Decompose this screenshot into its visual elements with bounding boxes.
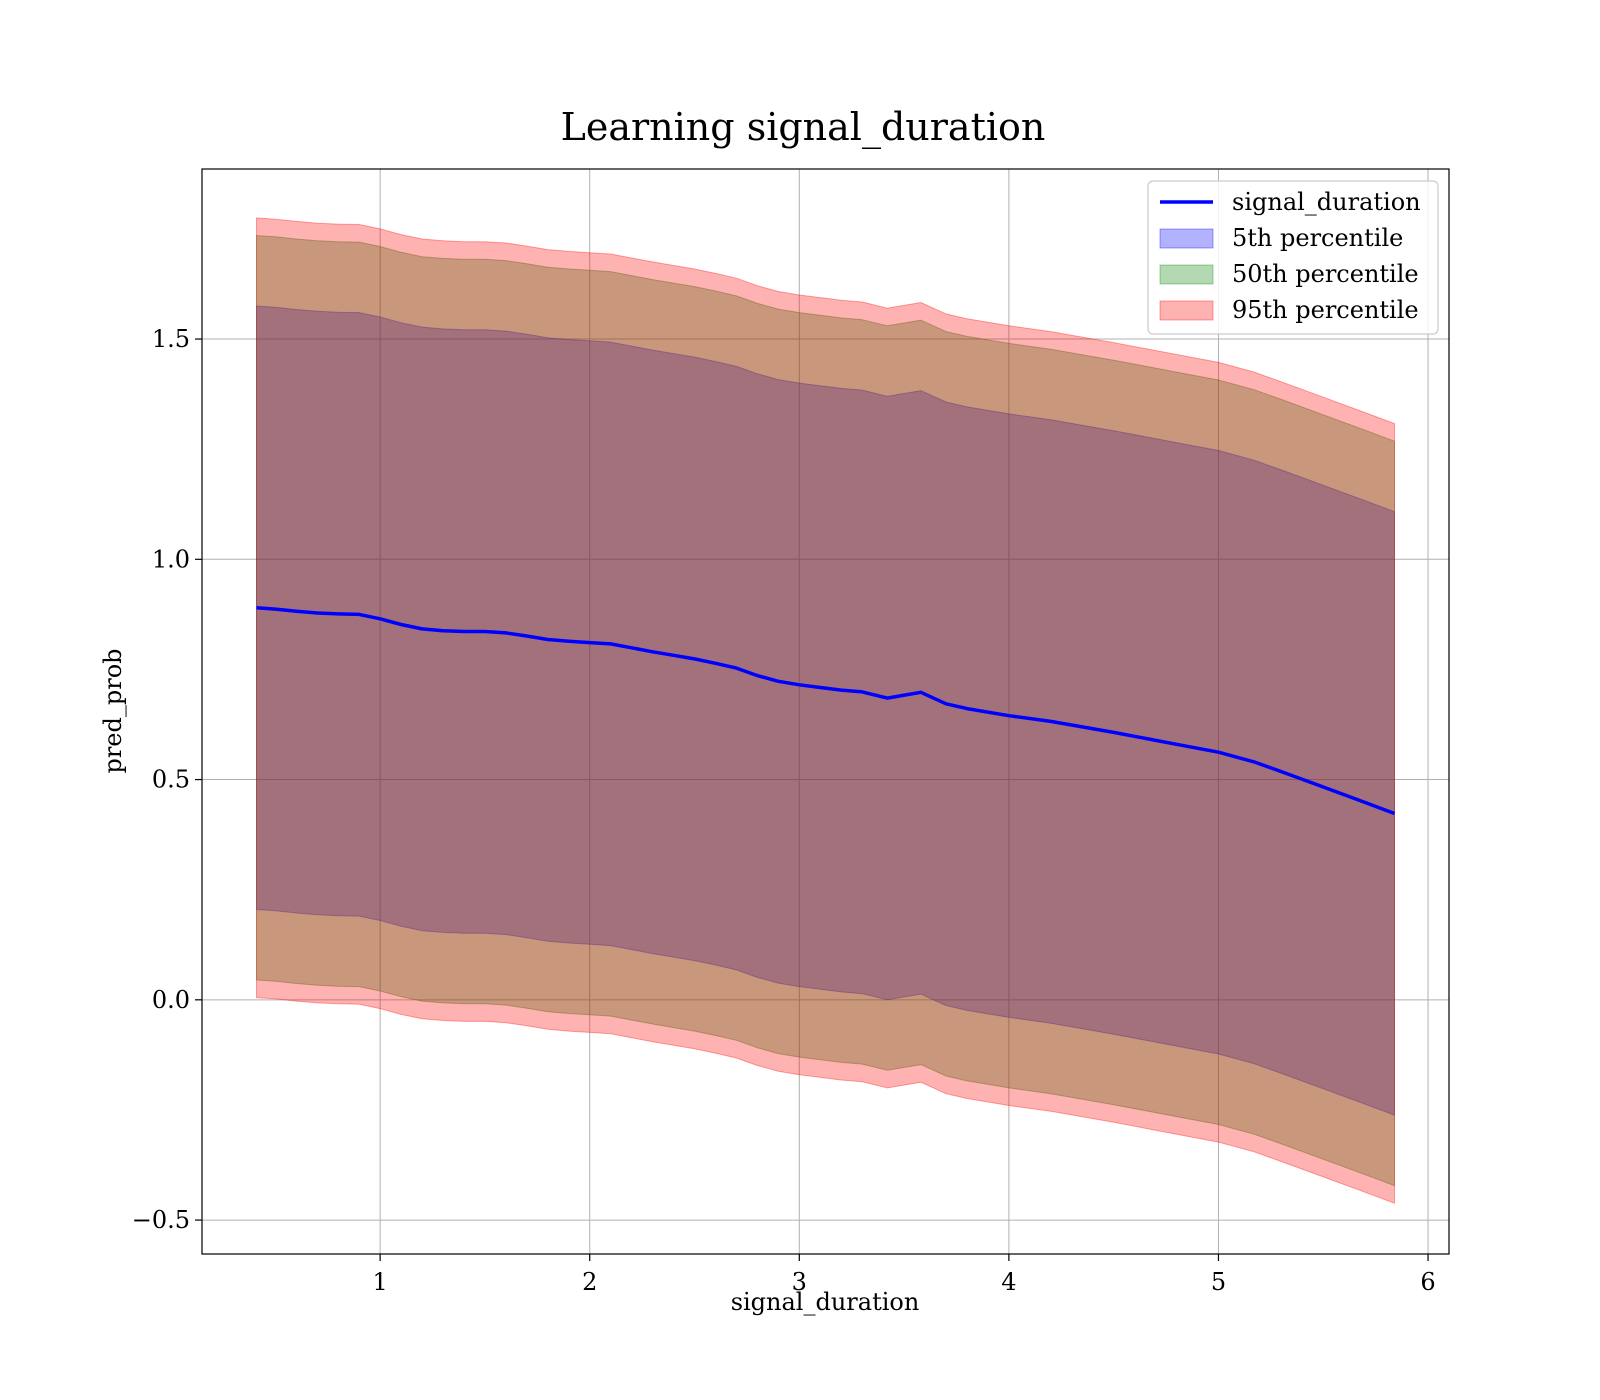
legend-entry: 95th percentile <box>1159 296 1419 324</box>
x-tick-label: 5 <box>1211 1268 1226 1296</box>
y-gridlines <box>202 338 1449 1221</box>
x-axis-ticks: 1 2 3 4 5 6 <box>373 1254 1436 1296</box>
plot-frame <box>201 168 1450 1255</box>
y-tick-label: −0.5 <box>132 1206 190 1234</box>
y-tick-label: 1.5 <box>152 325 190 353</box>
legend-label: signal_duration <box>1232 188 1421 216</box>
legend-swatch <box>1159 228 1214 249</box>
band-95th-percentile <box>256 217 1395 1205</box>
y-axis-label: pred_prob <box>99 648 127 773</box>
legend-swatch <box>1159 300 1214 321</box>
legend-entry: 5th percentile <box>1159 224 1403 252</box>
y-tick-label: 0.0 <box>152 986 190 1014</box>
legend-label: 50th percentile <box>1232 260 1419 288</box>
x-tick-label: 3 <box>792 1268 807 1296</box>
legend-frame <box>1147 180 1439 335</box>
plot-area <box>201 168 1450 1255</box>
x-tick-label: 1 <box>373 1268 388 1296</box>
band-50th-percentile <box>256 234 1395 1187</box>
x-axis-label: signal_duration <box>731 1288 920 1316</box>
x-tick-label: 6 <box>1420 1268 1435 1296</box>
band-5th-percentile <box>256 305 1395 1116</box>
legend: signal_duration 5th percentile 50th percen… <box>1147 180 1439 335</box>
legend-label: 95th percentile <box>1232 296 1419 324</box>
y-tick-label: 0.5 <box>152 766 190 794</box>
x-tick-label: 2 <box>582 1268 597 1296</box>
x-tick-label: 4 <box>1001 1268 1016 1296</box>
legend-entry: 50th percentile <box>1159 260 1419 288</box>
legend-label: 5th percentile <box>1232 224 1403 252</box>
plot-background <box>202 169 1449 1254</box>
chart-title: Learning signal_duration <box>561 105 1046 150</box>
y-axis-ticks: −0.5 0.0 0.5 1.0 1.5 <box>132 325 202 1234</box>
legend-swatch <box>1159 264 1214 285</box>
legend-entry: signal_duration <box>1160 188 1421 216</box>
y-tick-label: 1.0 <box>152 545 190 573</box>
series-line-signal_duration <box>256 606 1396 816</box>
x-gridlines <box>379 169 1429 1254</box>
series-lines <box>256 606 1396 816</box>
percentile-bands <box>256 217 1395 1205</box>
